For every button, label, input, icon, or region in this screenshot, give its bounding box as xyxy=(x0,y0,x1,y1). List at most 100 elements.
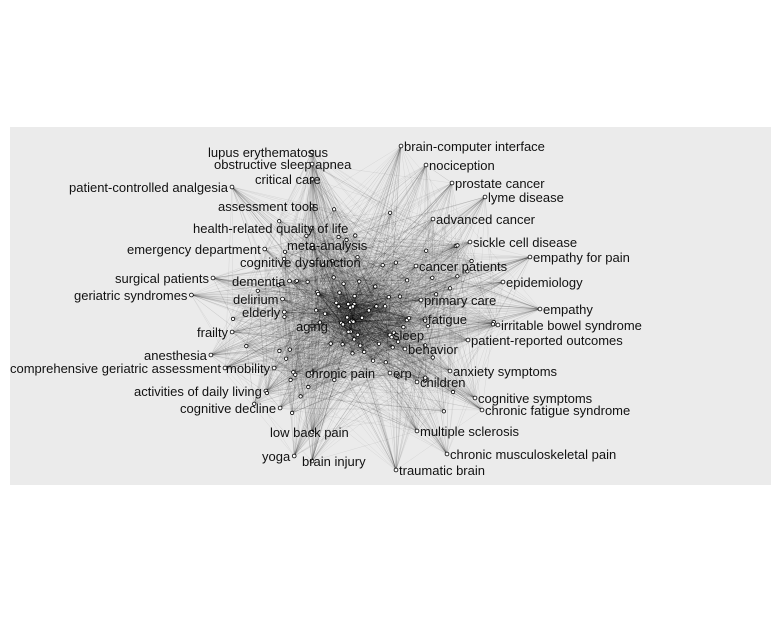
network-edge xyxy=(352,245,458,307)
network-edge xyxy=(389,245,457,374)
network-edge xyxy=(295,145,402,282)
network-edge xyxy=(311,145,402,462)
network-edge xyxy=(360,271,468,346)
network-edge xyxy=(376,306,392,338)
network-edge xyxy=(311,320,353,462)
network-edge xyxy=(279,221,337,303)
network-edge xyxy=(398,260,472,377)
network-edge xyxy=(254,277,334,404)
network-edge xyxy=(265,379,291,392)
network-edge xyxy=(361,265,417,318)
network-node xyxy=(277,219,282,224)
network-node xyxy=(402,346,408,352)
network-edge xyxy=(289,280,386,363)
network-edge xyxy=(312,248,472,262)
network-edge xyxy=(257,280,290,291)
network-edge xyxy=(311,227,333,262)
network-edge xyxy=(432,245,457,278)
network-edge xyxy=(257,281,504,291)
network-node xyxy=(449,180,455,186)
network-edge xyxy=(308,386,313,433)
network-edge xyxy=(341,322,394,333)
network-edge xyxy=(311,151,469,341)
network-edge xyxy=(289,334,391,350)
network-edge xyxy=(273,292,340,369)
network-edge xyxy=(283,145,402,260)
network-edge xyxy=(311,308,541,374)
network-edge xyxy=(311,261,363,318)
network-edge xyxy=(348,196,486,305)
network-edge xyxy=(350,303,355,332)
network-edge xyxy=(376,306,380,344)
network-edge xyxy=(372,343,380,361)
network-edge xyxy=(481,324,494,411)
network-edge xyxy=(342,218,434,345)
network-edge xyxy=(343,283,376,287)
network-edge xyxy=(264,248,349,305)
network-edge xyxy=(452,391,483,411)
network-edge xyxy=(343,283,355,305)
network-edge xyxy=(343,245,458,284)
network-edge xyxy=(339,292,391,336)
network-edge xyxy=(284,295,355,313)
network-edge xyxy=(425,164,458,277)
network-edge xyxy=(357,257,445,412)
network-edge xyxy=(330,319,407,344)
network-edge xyxy=(265,296,389,392)
network-edge xyxy=(231,209,335,333)
network-edge xyxy=(311,430,418,462)
network-edge xyxy=(210,319,407,356)
network-edge xyxy=(232,163,313,319)
network-node xyxy=(393,467,399,473)
network-edge xyxy=(350,307,494,325)
network-edge xyxy=(210,245,458,356)
network-edge xyxy=(352,299,422,307)
network-edge xyxy=(311,261,363,318)
network-edge xyxy=(284,251,426,320)
network-edge xyxy=(341,145,402,323)
network-edge xyxy=(224,286,376,369)
network-edge xyxy=(449,288,476,399)
network-edge xyxy=(350,299,422,308)
network-node xyxy=(358,343,363,348)
network-edge xyxy=(311,205,353,321)
network-edge xyxy=(353,319,407,322)
network-edge xyxy=(368,310,393,348)
network-edge xyxy=(210,354,426,381)
network-edge xyxy=(311,178,326,314)
network-edge xyxy=(279,221,458,246)
network-edge xyxy=(191,294,331,344)
network-edge xyxy=(392,164,427,348)
network-edge xyxy=(266,260,472,394)
network-edge xyxy=(311,244,337,303)
network-node xyxy=(280,296,285,302)
network-edge xyxy=(357,317,363,335)
network-edge xyxy=(398,376,418,383)
network-edge xyxy=(210,354,313,374)
network-edge xyxy=(295,321,494,375)
network-edge xyxy=(212,277,247,347)
network-edge xyxy=(348,303,406,350)
network-edge xyxy=(318,293,374,361)
network-edge xyxy=(354,295,370,311)
network-edge xyxy=(295,281,397,471)
network-node xyxy=(289,410,295,415)
network-edge xyxy=(338,236,472,262)
network-edge xyxy=(352,310,370,354)
network-edge xyxy=(254,372,313,404)
node-label: erp xyxy=(393,366,412,381)
plot-panel xyxy=(10,127,771,485)
network-edge xyxy=(312,248,408,281)
network-edge xyxy=(224,303,355,369)
network-edge xyxy=(333,277,355,340)
network-edge xyxy=(296,280,391,336)
network-edge xyxy=(265,295,355,392)
network-edge xyxy=(311,320,408,462)
network-edge xyxy=(341,322,499,326)
network-edge xyxy=(341,306,377,324)
network-node xyxy=(322,311,328,316)
network-edge xyxy=(311,245,458,327)
network-edge xyxy=(254,248,313,404)
network-edge xyxy=(354,339,380,344)
network-node xyxy=(423,318,428,323)
